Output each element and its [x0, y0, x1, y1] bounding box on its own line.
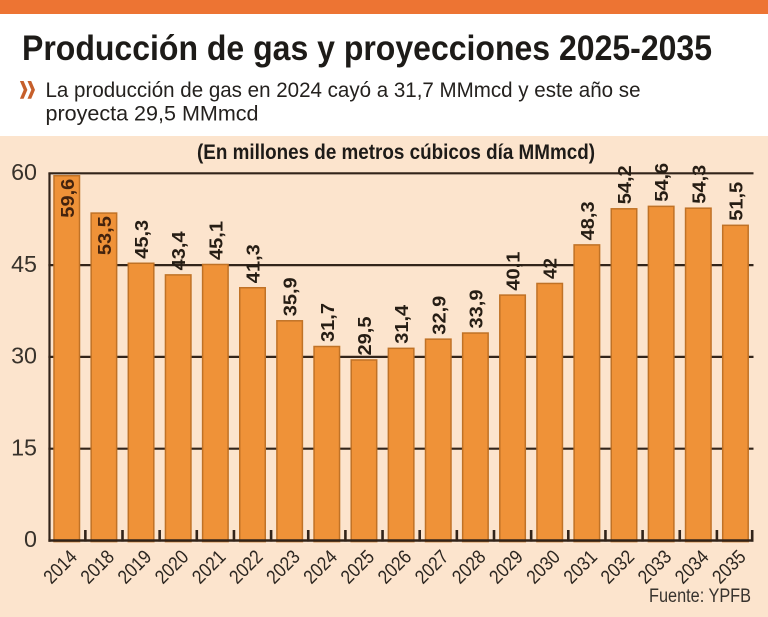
- svg-text:42: 42: [541, 258, 561, 279]
- svg-text:53,5: 53,5: [95, 216, 115, 255]
- svg-text:35,9: 35,9: [281, 277, 301, 316]
- svg-text:Fuente: YPFB: Fuente: YPFB: [649, 585, 751, 607]
- svg-text:45,3: 45,3: [132, 220, 152, 259]
- svg-text:(En millones de metros cúbicos: (En millones de metros cúbicos día MMmcd…: [197, 141, 595, 164]
- svg-text:45: 45: [11, 251, 37, 277]
- svg-text:48,3: 48,3: [578, 201, 598, 240]
- svg-text:0: 0: [24, 526, 37, 552]
- svg-text:43,4: 43,4: [169, 231, 189, 270]
- svg-text:29,5: 29,5: [355, 317, 375, 356]
- svg-text:45,1: 45,1: [206, 221, 226, 260]
- svg-text:32,9: 32,9: [429, 296, 449, 335]
- svg-text:60: 60: [11, 159, 37, 185]
- svg-text:La producción de gas en 2024 c: La producción de gas en 2024 cayó a 31,7…: [46, 78, 641, 102]
- svg-text:54,3: 54,3: [689, 165, 709, 204]
- svg-text:Producción de gas y proyeccion: Producción de gas y proyecciones 2025-20…: [22, 29, 712, 68]
- svg-text:33,9: 33,9: [466, 290, 486, 329]
- svg-text:54,6: 54,6: [652, 163, 672, 202]
- svg-text:59,6: 59,6: [58, 179, 78, 218]
- svg-text:31,4: 31,4: [392, 305, 412, 344]
- svg-text:40,1: 40,1: [504, 252, 524, 291]
- svg-text:30: 30: [11, 343, 37, 369]
- svg-text:31,7: 31,7: [318, 303, 338, 342]
- svg-text:51,5: 51,5: [726, 182, 746, 221]
- svg-text:15: 15: [11, 434, 37, 460]
- svg-text:54,2: 54,2: [615, 165, 635, 204]
- svg-text:proyecta 29,5 MMmcd: proyecta 29,5 MMmcd: [46, 101, 259, 125]
- svg-text:41,3: 41,3: [244, 244, 264, 283]
